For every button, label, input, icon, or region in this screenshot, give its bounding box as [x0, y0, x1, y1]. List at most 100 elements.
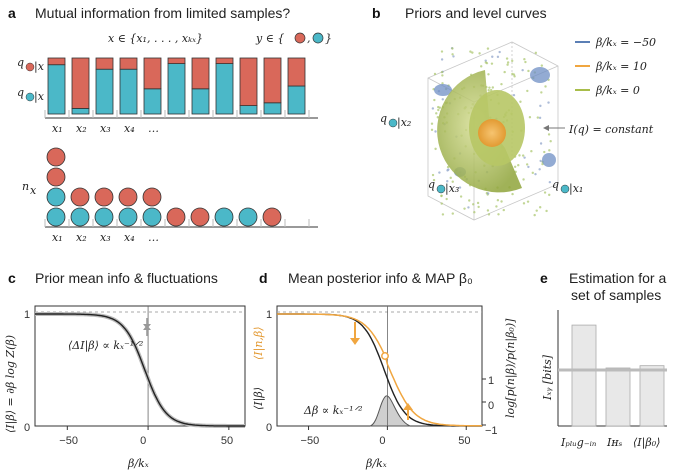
prior-sample-dot: [451, 47, 454, 50]
bar-blue-segment: [71, 108, 90, 115]
panel-a-label: a: [8, 5, 16, 21]
x-tick-label: x₂: [76, 122, 87, 135]
prior-sample-dot: [472, 203, 475, 206]
y-set-end: }: [325, 32, 332, 45]
plot-c-annotation: ⟨ΔI|β⟩ ∝ kₓ⁻¹ᐟ²: [68, 339, 143, 353]
panel-d-label: d: [259, 270, 268, 286]
bar-red-segment: [191, 57, 210, 90]
prior-sample-dot: [441, 213, 445, 216]
plot-c-x-ticks: −50 0 50: [59, 426, 233, 447]
posterior-arrowhead-down: [350, 338, 360, 345]
prior-sample-dot: [432, 178, 436, 182]
panel-b: b Priors and level curves β/kₓ = −50 β/k…: [372, 5, 656, 221]
prior-sample-dot: [446, 180, 449, 183]
prior-sample-dot: [430, 122, 434, 125]
prior-sample-dot: [511, 59, 514, 63]
prior-sample-dot: [451, 212, 454, 215]
bar-red-segment: [167, 57, 186, 64]
posterior-arrowhead-up: [403, 403, 413, 410]
prior-mean-info-curve: [35, 313, 245, 427]
prior-sample-dot: [490, 62, 494, 65]
x-tick-label: 50: [458, 435, 470, 447]
red-sample-circle: [118, 187, 138, 207]
legend-text-10: β/kₓ = 10: [595, 60, 647, 73]
prior-sample-dot: [478, 52, 481, 55]
prior-sample-dot: [540, 91, 543, 94]
prior-sample-dot: [539, 104, 542, 108]
prior-sample-dot: [487, 73, 490, 76]
prior-sample-dot: [451, 180, 454, 183]
svg-text:,: ,: [307, 32, 311, 45]
bar-red-segment: [239, 57, 258, 106]
estimator-bar: [639, 365, 665, 427]
x-tick-label: x₃: [100, 231, 111, 244]
prior-sample-dot: [486, 47, 490, 50]
plot-d-right-tick-0: 0: [488, 400, 494, 412]
x-tick-label: x₃: [100, 122, 111, 135]
prior-sample-dot: [496, 55, 500, 59]
prior-sample-dot: [540, 64, 544, 67]
plot-d-right-tick-1: 1: [488, 375, 494, 387]
prior-sample-dot: [477, 205, 480, 209]
prior-sample-dot: [445, 197, 448, 201]
prior-sample-dot: [484, 61, 488, 64]
bar-blue-segment: [119, 68, 138, 115]
prior-sample-dot: [434, 130, 437, 133]
q-red-label: q: [17, 56, 24, 69]
plot-d-ytick-bottom: 0: [266, 422, 272, 434]
prior-sample-dot: [487, 89, 490, 92]
prior-sample-dot: [500, 200, 503, 203]
red-sample-circle: [94, 187, 114, 207]
n-label: n: [22, 180, 29, 193]
x-tick-label: x₄: [124, 231, 135, 244]
prior-sample-dot: [440, 194, 443, 198]
prior-sample-dot: [547, 101, 550, 104]
legend-b: β/kₓ = −50 β/kₓ = 10 β/kₓ = 0: [575, 36, 656, 97]
bar-blue-segment: [143, 88, 162, 115]
x-tick-label: −50: [301, 435, 320, 447]
red-sample-circle: [70, 187, 90, 207]
prior-sample-dot: [491, 86, 495, 89]
prior-sample-dot: [441, 98, 444, 101]
red-sample-circle: [262, 207, 282, 227]
prior-fluctuation-band: [35, 312, 245, 428]
bar-red-segment: [263, 57, 282, 104]
bar-blue-segment: [215, 63, 234, 115]
prior-sample-dot: [533, 213, 536, 217]
bar-blue-segment: [167, 63, 186, 115]
prior-sample-dot: [503, 70, 506, 74]
panel-e-title-line1: Estimation for a: [569, 270, 666, 286]
map-beta0-marker: [381, 352, 389, 360]
prior-sample-dot: [463, 207, 466, 210]
prior-sample-dot: [543, 150, 546, 154]
plot-d-ytick-top: 1: [266, 309, 272, 321]
red-sample-circle: [190, 207, 210, 227]
x-tick-label: 0: [379, 435, 385, 447]
prior-sample-dot: [480, 65, 483, 68]
prior-sample-dot: [527, 165, 530, 169]
prior-sample-dot: [513, 165, 517, 169]
prior-sample-dot: [524, 60, 527, 64]
panel-d: d Mean posterior info & MAP β₀ Δβ ∝ kₓ⁻¹…: [252, 270, 518, 470]
prior-sample-dot: [518, 154, 521, 157]
x-tick-label: x₄: [124, 122, 135, 135]
prior-sample-dot: [535, 209, 538, 212]
prior-sample-dot: [441, 82, 444, 85]
plot-d-annotation: Δβ ∝ kₓ⁻¹ᐟ²: [303, 404, 363, 417]
prior-sample-dot: [539, 159, 542, 163]
prior-sample-dot: [430, 128, 434, 132]
panel-a-title: Mutual information from limited samples?: [35, 5, 290, 21]
prior-sample-dot: [468, 199, 471, 202]
prior-sample-dot: [487, 213, 491, 216]
posterior-peak: [369, 395, 411, 427]
panel-b-label: b: [372, 5, 381, 21]
prior-sample-dot: [447, 168, 450, 171]
plot-e-xtick-hs: Iʜₛ: [606, 436, 623, 449]
panel-a: a Mutual information from limited sample…: [8, 5, 332, 244]
prior-sample-dot: [433, 98, 436, 102]
prior-sample-dot: [505, 57, 509, 60]
plot-d-right-tick-neg1: −1: [485, 425, 498, 437]
plot-c-curves: [35, 306, 245, 428]
plot-c-frame: [34, 305, 246, 427]
